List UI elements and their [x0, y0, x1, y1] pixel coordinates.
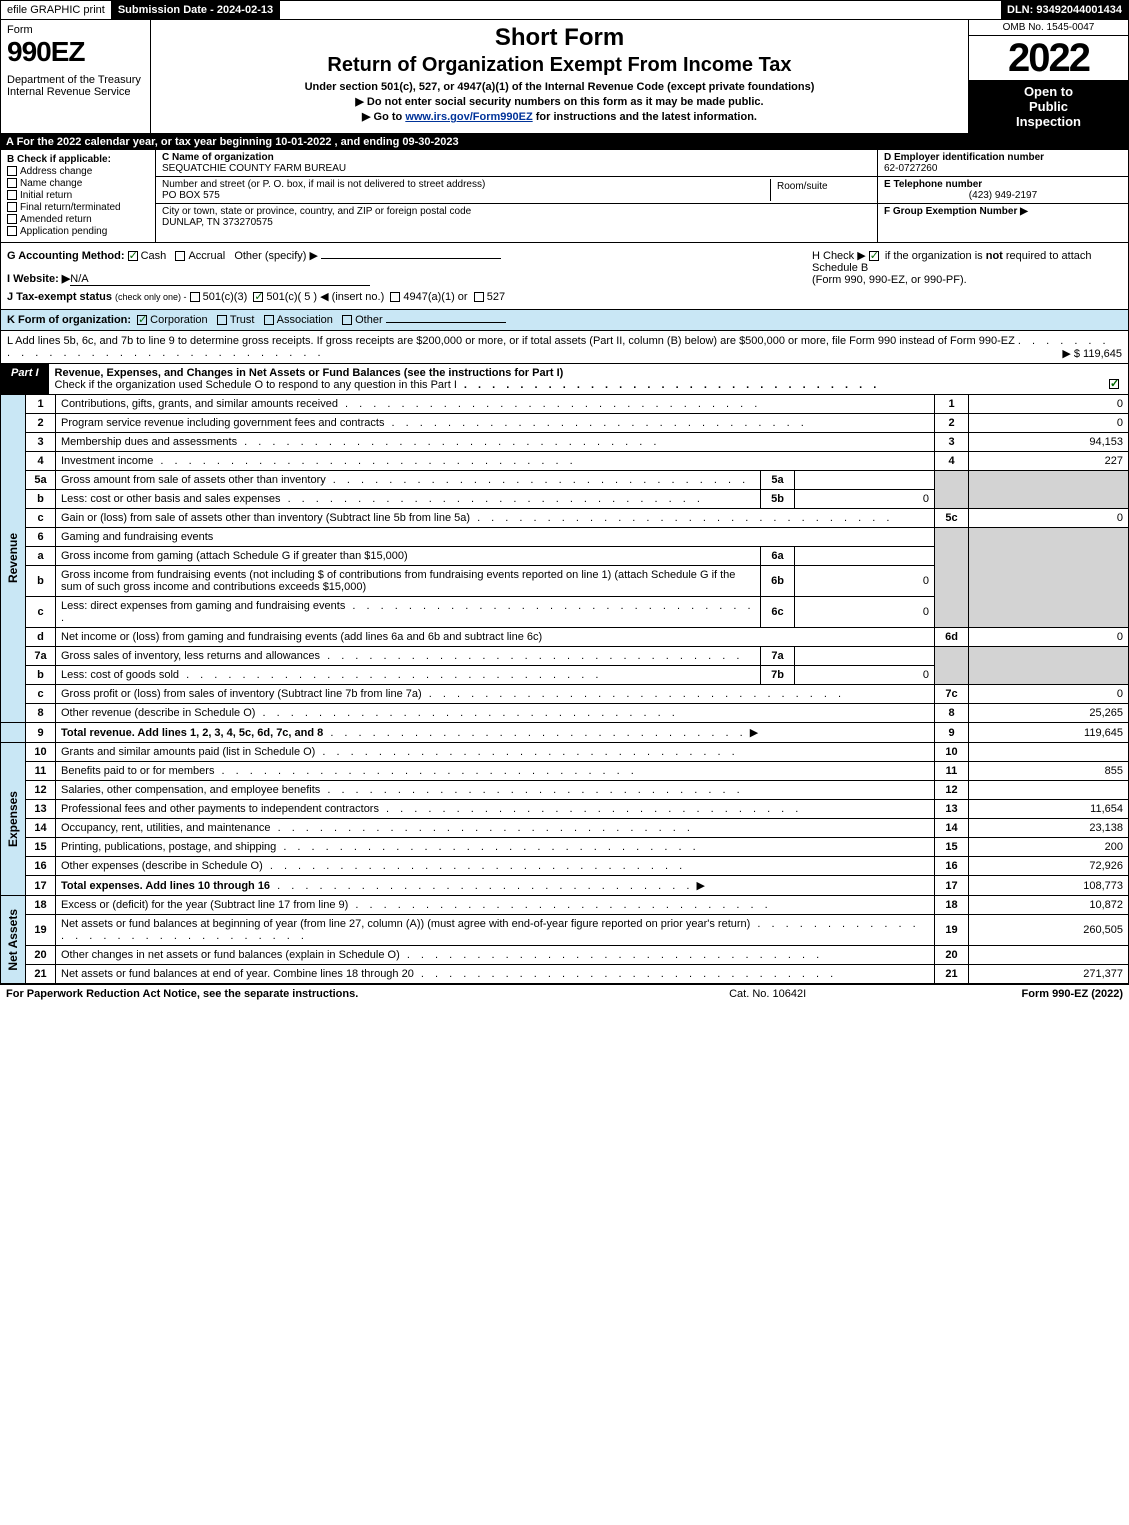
line8-val: 25,265 — [969, 704, 1129, 723]
omb-number: OMB No. 1545-0047 — [969, 20, 1128, 36]
part-i-tag: Part I — [1, 364, 49, 394]
chk-amended-return[interactable]: Amended return — [7, 214, 149, 225]
accounting-method: G Accounting Method: Cash Accrual Other … — [7, 249, 812, 262]
chk-address-change[interactable]: Address change — [7, 166, 149, 177]
chk-accrual[interactable] — [175, 251, 185, 261]
line14-val: 23,138 — [969, 819, 1129, 838]
open-inspection: Open to Public Inspection — [969, 80, 1128, 133]
address: PO BOX 575 — [162, 190, 220, 201]
footer-left: For Paperwork Reduction Act Notice, see … — [6, 988, 514, 1000]
line16-val: 72,926 — [969, 857, 1129, 876]
h-block: H Check ▶ if the organization is not req… — [812, 249, 1122, 303]
header-mid: Short Form Return of Organization Exempt… — [151, 20, 968, 133]
line3-val: 94,153 — [969, 433, 1129, 452]
page-footer: For Paperwork Reduction Act Notice, see … — [0, 984, 1129, 1003]
line1-val: 0 — [969, 395, 1129, 414]
chk-501c[interactable] — [253, 292, 263, 302]
website: N/A — [70, 273, 370, 286]
chk-final-return[interactable]: Final return/terminated — [7, 202, 149, 213]
line15-val: 200 — [969, 838, 1129, 857]
row-k: K Form of organization: Corporation Trus… — [0, 310, 1129, 331]
header-right: OMB No. 1545-0047 2022 Open to Public In… — [968, 20, 1128, 133]
chk-corporation[interactable] — [137, 315, 147, 325]
chk-application-pending[interactable]: Application pending — [7, 226, 149, 237]
chk-527[interactable] — [474, 292, 484, 302]
chk-initial-return[interactable]: Initial return — [7, 190, 149, 201]
form-number: 990EZ — [7, 36, 144, 68]
chk-cash[interactable] — [128, 251, 138, 261]
chk-trust[interactable] — [217, 315, 227, 325]
b-title: B Check if applicable: — [7, 154, 149, 165]
line10-val — [969, 743, 1129, 762]
row-a-tax-year: A For the 2022 calendar year, or tax yea… — [0, 134, 1129, 150]
ein-block: D Employer identification number 62-0727… — [878, 150, 1128, 177]
form-word: Form — [7, 24, 144, 36]
room-suite: Room/suite — [771, 179, 871, 201]
header-left: Form 990EZ Department of the Treasury In… — [1, 20, 151, 133]
line5c-val: 0 — [969, 509, 1129, 528]
subtitle-ssn: ▶ Do not enter social security numbers o… — [155, 95, 964, 108]
line12-val — [969, 781, 1129, 800]
chk-schedule-b[interactable] — [869, 251, 879, 261]
chk-4947[interactable] — [390, 292, 400, 302]
footer-formref: Form 990-EZ (2022) — [1022, 988, 1123, 1000]
row-g-h: G Accounting Method: Cash Accrual Other … — [0, 243, 1129, 310]
form-header: Form 990EZ Department of the Treasury In… — [0, 20, 1129, 134]
city-state-zip: DUNLAP, TN 373270575 — [162, 217, 273, 228]
website-row: I Website: ▶N/A — [7, 272, 812, 286]
col-b: B Check if applicable: Address change Na… — [1, 150, 156, 242]
part-i-title: Revenue, Expenses, and Changes in Net As… — [49, 364, 1128, 394]
chk-schedule-o[interactable] — [1109, 379, 1119, 389]
chk-other-org[interactable] — [342, 315, 352, 325]
telephone-block: E Telephone number (423) 949-2197 — [878, 177, 1128, 204]
part-i-bar: Part I Revenue, Expenses, and Changes in… — [0, 364, 1129, 395]
address-block: Number and street (or P. O. box, if mail… — [156, 177, 877, 204]
tax-year: 2022 — [969, 36, 1128, 80]
revenue-label: Revenue — [1, 395, 26, 723]
dept-line1: Department of the Treasury — [7, 74, 144, 86]
tax-exempt-status: J Tax-exempt status (check only one) - 5… — [7, 290, 812, 303]
gross-receipts: ▶ $ 119,645 — [1062, 347, 1122, 360]
irs-link[interactable]: www.irs.gov/Form990EZ — [405, 111, 532, 123]
line19-val: 260,505 — [969, 915, 1129, 946]
dept-line2: Internal Revenue Service — [7, 86, 144, 98]
footer-catno: Cat. No. 10642I — [514, 988, 1022, 1000]
chk-name-change[interactable]: Name change — [7, 178, 149, 189]
netassets-label: Net Assets — [1, 896, 26, 984]
efile-print[interactable]: efile GRAPHIC print — [1, 1, 112, 19]
top-bar: efile GRAPHIC print Submission Date - 20… — [0, 0, 1129, 20]
chk-501c3[interactable] — [190, 292, 200, 302]
line11-val: 855 — [969, 762, 1129, 781]
line18-val: 10,872 — [969, 896, 1129, 915]
row-l: L Add lines 5b, 6c, and 7b to line 9 to … — [0, 331, 1129, 364]
org-name-block: C Name of organization SEQUATCHIE COUNTY… — [156, 150, 877, 177]
col-c: C Name of organization SEQUATCHIE COUNTY… — [156, 150, 878, 242]
line7c-val: 0 — [969, 685, 1129, 704]
city-block: City or town, state or province, country… — [156, 204, 877, 230]
line21-val: 271,377 — [969, 965, 1129, 984]
title-return: Return of Organization Exempt From Incom… — [155, 54, 964, 77]
expenses-label: Expenses — [1, 743, 26, 896]
org-name: SEQUATCHIE COUNTY FARM BUREAU — [162, 163, 346, 174]
grid-bcdef: B Check if applicable: Address change Na… — [0, 150, 1129, 243]
submission-date: Submission Date - 2024-02-13 — [112, 1, 280, 19]
line6d-val: 0 — [969, 628, 1129, 647]
dln: DLN: 93492044001434 — [1001, 1, 1128, 19]
ein: 62-0727260 — [884, 163, 1122, 174]
line4-val: 227 — [969, 452, 1129, 471]
col-d: D Employer identification number 62-0727… — [878, 150, 1128, 242]
group-exemption: F Group Exemption Number ▶ — [878, 204, 1128, 219]
part-i-table: Revenue 1 Contributions, gifts, grants, … — [0, 395, 1129, 984]
chk-association[interactable] — [264, 315, 274, 325]
subtitle-section: Under section 501(c), 527, or 4947(a)(1)… — [155, 81, 964, 93]
line13-val: 11,654 — [969, 800, 1129, 819]
line9-val: 119,645 — [969, 723, 1129, 743]
line2-val: 0 — [969, 414, 1129, 433]
telephone: (423) 949-2197 — [884, 190, 1122, 201]
subtitle-goto: ▶ Go to www.irs.gov/Form990EZ for instru… — [155, 110, 964, 123]
title-short-form: Short Form — [155, 24, 964, 52]
line17-val: 108,773 — [969, 876, 1129, 896]
line20-val — [969, 946, 1129, 965]
